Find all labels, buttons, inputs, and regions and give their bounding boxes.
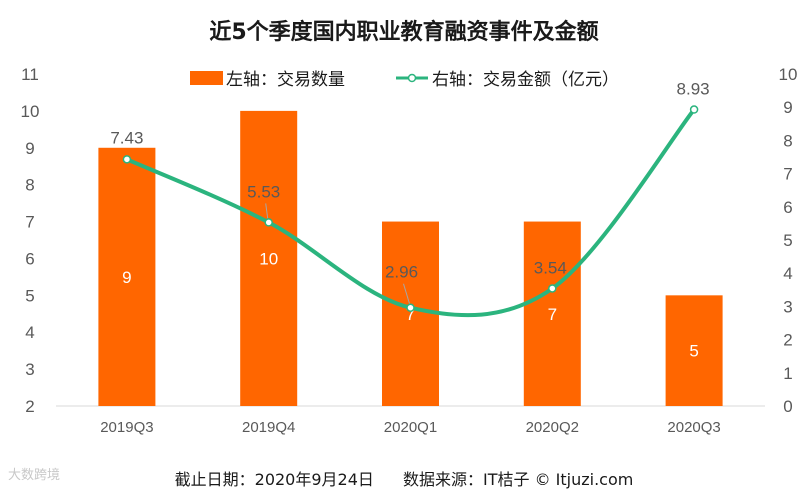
line-data-label: 3.54 [534, 258, 567, 277]
line-labels: 7.43 5.53 2.96 3.54 8.93 [110, 80, 709, 282]
line-data-label: 8.93 [677, 80, 710, 99]
category-label: 2020Q3 [667, 419, 720, 436]
left-axis-tick: 4 [25, 323, 34, 342]
left-axis-tick: 8 [25, 176, 34, 195]
line-point [548, 284, 557, 293]
bar-series [98, 110, 723, 406]
bar [523, 221, 581, 406]
legend-bar-label: 左轴：交易数量 [226, 70, 345, 90]
line-point [122, 155, 132, 164]
footer: 截止日期：2020年9月24日 数据来源：IT桔子 © Itjuzi.com [0, 466, 808, 490]
right-axis-tick: 10 [779, 65, 798, 84]
right-axis-tick: 8 [783, 131, 792, 150]
right-axis: 0 1 2 3 4 5 6 7 8 9 10 [779, 65, 798, 416]
left-axis-tick: 7 [25, 213, 34, 232]
left-axis-tick: 11 [21, 65, 39, 84]
chart-title: 近5个季度国内职业教育融资事件及金额 [209, 20, 599, 45]
footer-source: 数据来源：IT桔子 © Itjuzi.com [403, 470, 634, 489]
bar-labels: 9 10 7 7 5 [122, 249, 699, 360]
leader-lines [265, 203, 410, 304]
line-data-label: 7.43 [110, 128, 143, 147]
bar [240, 110, 298, 406]
legend-line-marker [407, 73, 417, 83]
line-data-label: 2.96 [385, 263, 418, 282]
leader-line [265, 203, 269, 219]
category-label: 2020Q1 [384, 419, 437, 436]
footer-date: 截止日期：2020年9月24日 [174, 470, 374, 489]
legend-line-label: 右轴：交易金额（亿元） [432, 70, 619, 90]
right-axis-tick: 5 [783, 231, 792, 250]
left-axis-tick: 9 [25, 139, 34, 158]
category-label: 2020Q2 [526, 419, 579, 436]
left-axis-tick: 2 [25, 397, 34, 416]
bar-data-label: 7 [406, 305, 415, 324]
line-points [122, 105, 699, 312]
right-axis-tick: 2 [783, 331, 792, 350]
line-data-label: 5.53 [247, 182, 280, 201]
legend: 左轴：交易数量 右轴：交易金额（亿元） [190, 70, 619, 90]
watermark: 大数跨境 [8, 468, 61, 483]
right-axis-tick: 7 [783, 165, 792, 184]
bar [98, 147, 156, 406]
line-point [689, 105, 699, 114]
left-axis-tick: 6 [25, 249, 34, 268]
line-point [406, 303, 415, 312]
category-label: 2019Q4 [242, 419, 295, 436]
bar-data-label: 9 [122, 268, 131, 287]
left-axis-tick: 3 [25, 360, 34, 379]
left-axis: 2 3 4 5 6 7 8 9 10 11 [21, 65, 40, 416]
right-axis-tick: 1 [783, 364, 792, 383]
bar-data-label: 7 [548, 305, 557, 324]
bar [665, 295, 723, 406]
bar [382, 221, 439, 406]
category-label: 2019Q3 [100, 419, 153, 436]
right-axis-tick: 6 [783, 198, 792, 217]
left-axis-tick: 10 [21, 102, 40, 121]
right-axis-tick: 3 [783, 297, 792, 316]
legend-bar-swatch [190, 71, 223, 85]
category-labels: 2019Q3 2019Q4 2020Q1 2020Q2 2020Q3 [100, 419, 721, 436]
left-axis-tick: 5 [25, 286, 34, 305]
bar-data-label: 5 [689, 342, 698, 361]
line-point [264, 218, 273, 227]
right-axis-tick: 9 [783, 98, 792, 117]
right-axis-tick: 0 [783, 397, 792, 416]
right-axis-tick: 4 [783, 264, 792, 283]
leader-line [403, 283, 410, 304]
bar-data-label: 10 [259, 249, 278, 268]
